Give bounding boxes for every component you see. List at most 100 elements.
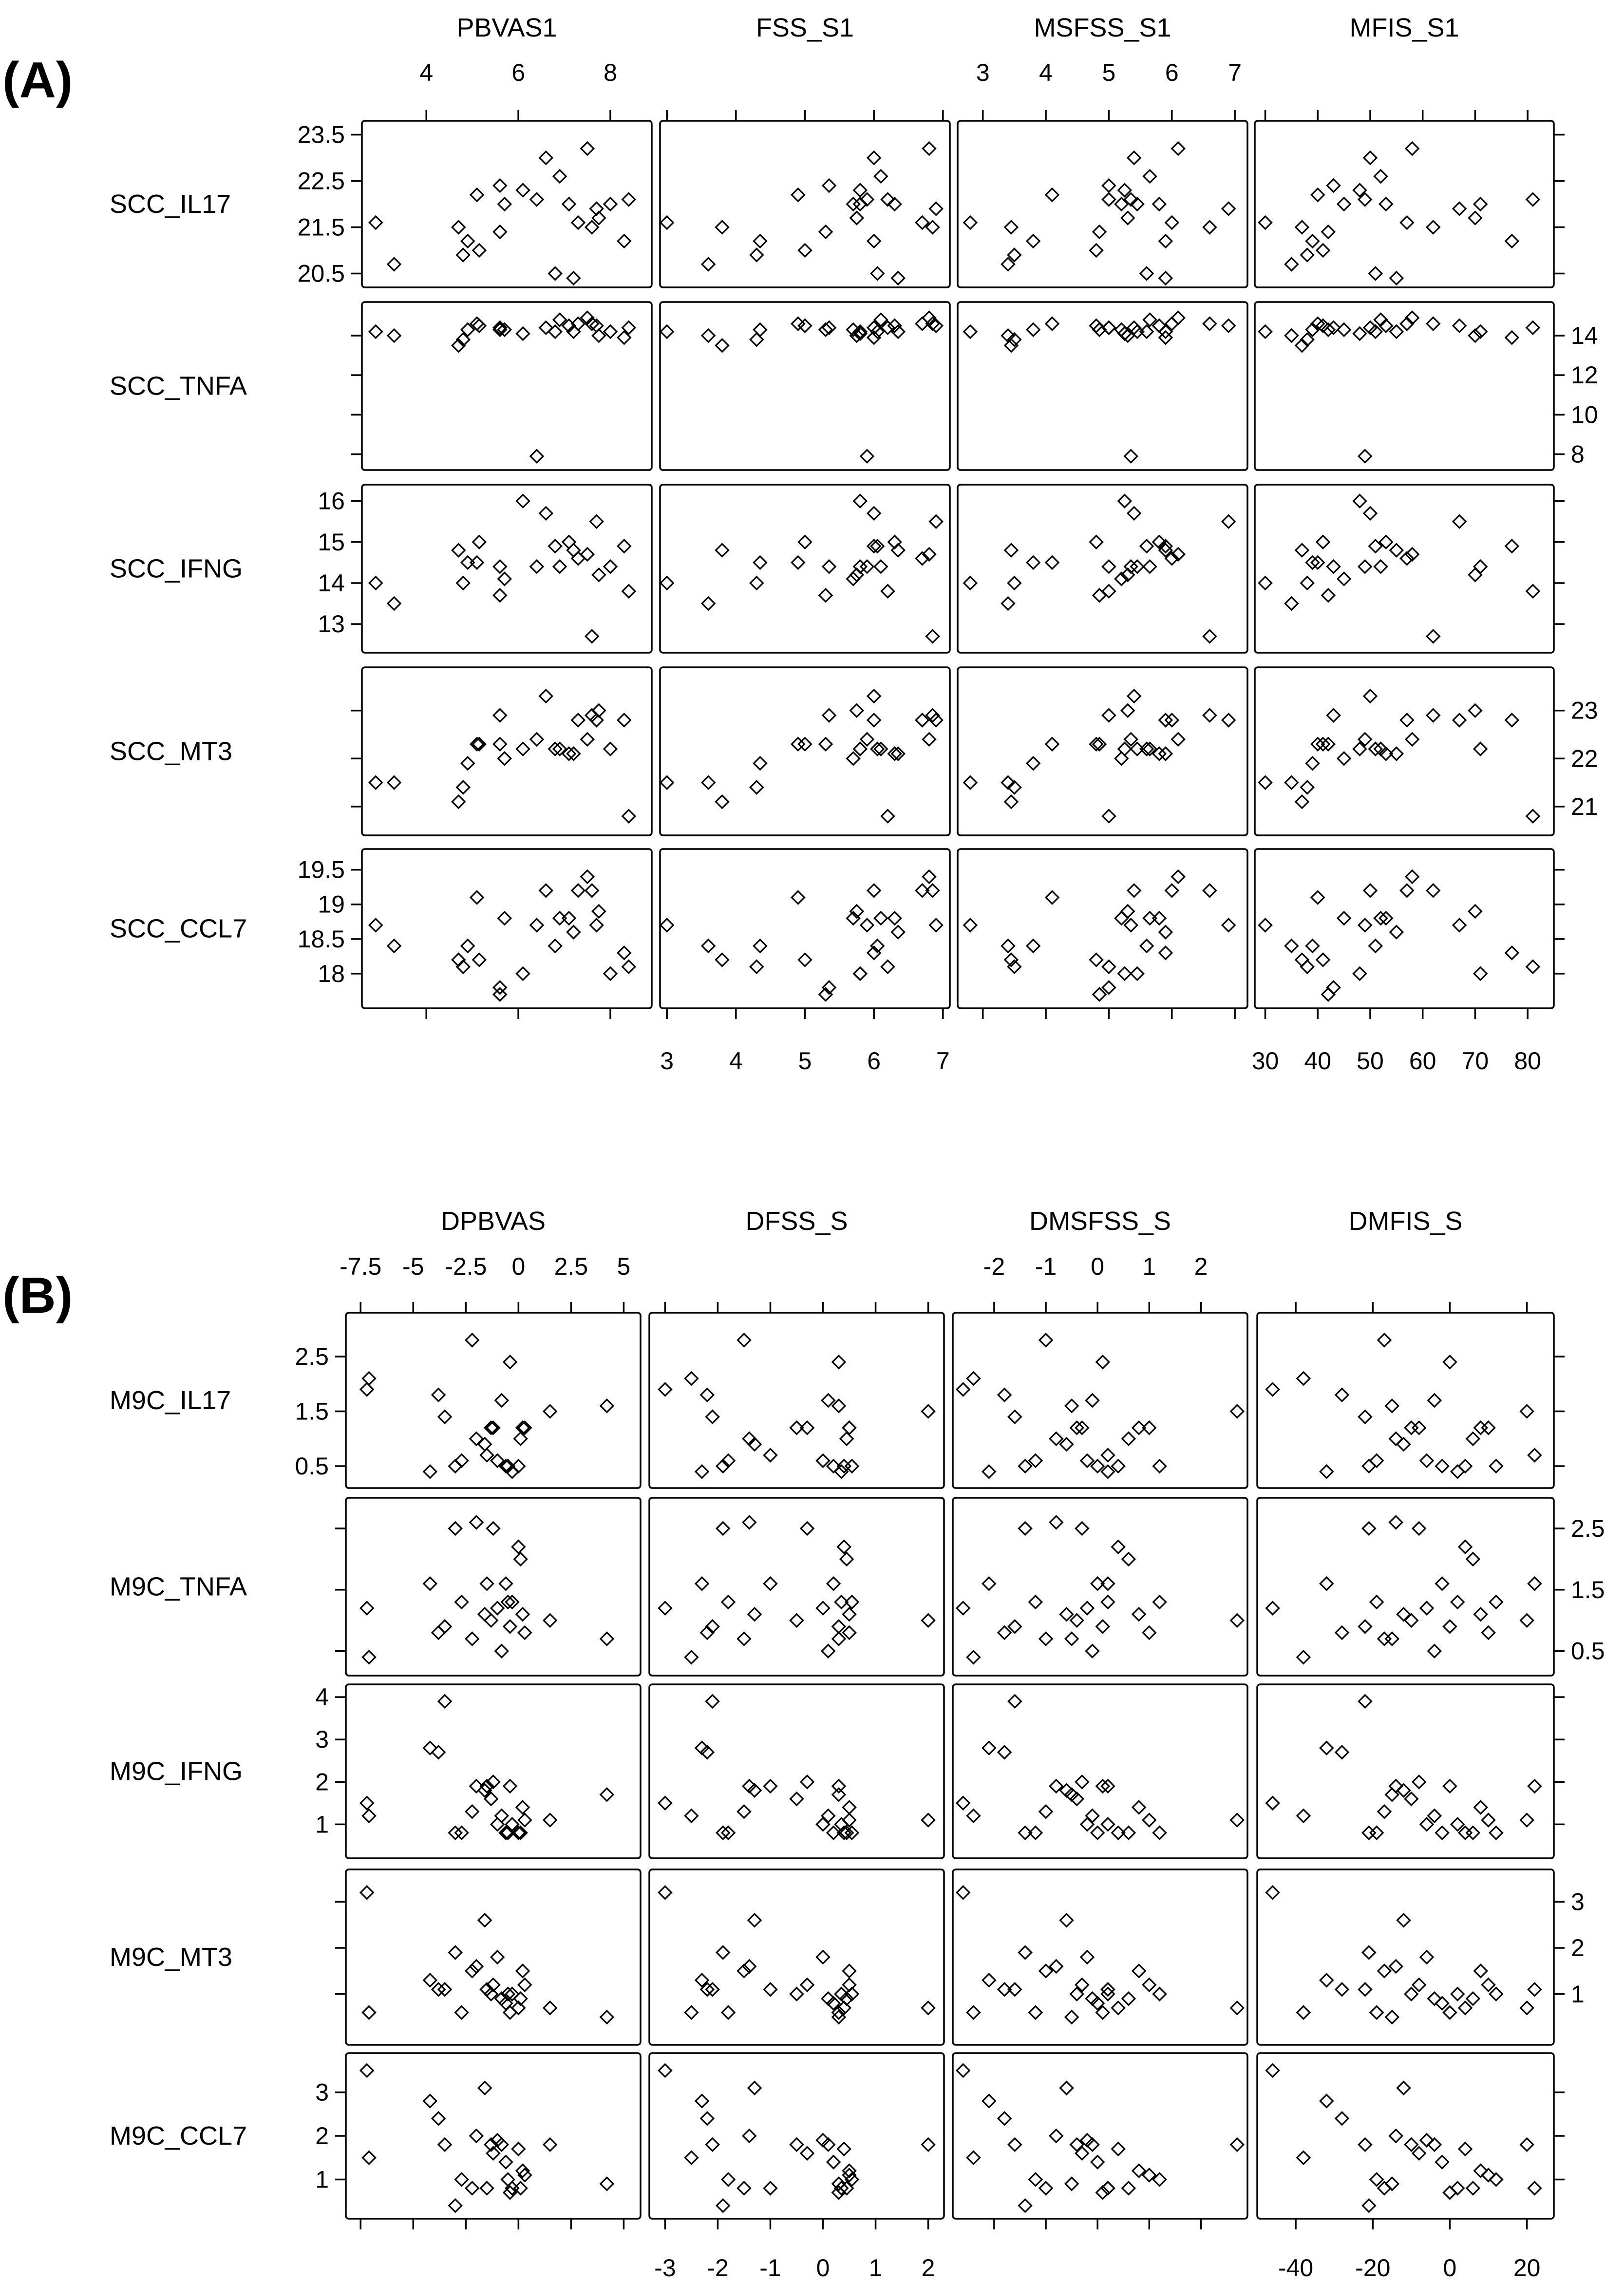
data-point	[1095, 2005, 1111, 2020]
data-point	[1003, 543, 1019, 558]
data-point	[963, 575, 978, 591]
data-point	[791, 316, 806, 331]
data-point	[1358, 1694, 1373, 1709]
data-point	[821, 1393, 836, 1408]
data-point	[589, 201, 604, 216]
data-point	[359, 1795, 375, 1811]
data-point	[1100, 1986, 1115, 2002]
data-point	[1425, 708, 1441, 723]
x-tick-label: 3	[976, 59, 990, 86]
data-point	[621, 809, 637, 824]
data-point	[494, 1643, 510, 1659]
data-point	[1123, 192, 1138, 207]
data-point	[1152, 910, 1167, 926]
data-point	[1049, 1431, 1064, 1447]
data-point	[570, 215, 586, 230]
data-point	[1038, 1631, 1054, 1646]
data-point	[842, 1625, 857, 1641]
x-tick-label: 4	[729, 1047, 743, 1075]
data-point	[844, 1458, 860, 1474]
y-tick-label: 1	[315, 2166, 329, 2193]
data-point	[1404, 2137, 1419, 2152]
data-point	[1377, 2181, 1392, 2196]
data-point	[844, 1825, 860, 1841]
data-point	[1305, 322, 1320, 338]
scatter-cell-m9c_ifng-vs-dpbvas	[345, 1683, 642, 1859]
data-point	[1064, 2009, 1079, 2025]
scatter-cell-m9c_ccl7-vs-dmfis_s	[1256, 2052, 1555, 2220]
data-point	[1085, 2137, 1100, 2152]
data-point	[1025, 233, 1041, 249]
data-point	[492, 980, 508, 995]
data-point	[1028, 1453, 1043, 1469]
data-point	[515, 1420, 530, 1435]
data-point	[1465, 1825, 1481, 1841]
data-point	[1427, 1991, 1442, 2006]
data-point	[437, 1694, 453, 1709]
data-point	[1352, 966, 1367, 981]
scatter-cell-scc_tnfa-vs-fss_s1	[659, 301, 951, 471]
data-point	[1525, 959, 1541, 974]
data-point	[1121, 1551, 1136, 1567]
data-point	[1296, 2150, 1311, 2165]
data-point	[1468, 703, 1483, 718]
data-point	[1468, 567, 1483, 583]
data-point	[1171, 141, 1186, 156]
data-point	[1221, 713, 1236, 728]
data-point	[1090, 1576, 1105, 1591]
data-point	[1079, 1453, 1095, 1469]
data-point	[460, 755, 475, 771]
data-point	[1229, 2000, 1245, 2016]
data-point	[1007, 1619, 1022, 1634]
data-point	[1305, 755, 1320, 771]
data-point	[548, 938, 563, 954]
data-point	[869, 538, 885, 554]
data-point	[700, 775, 716, 790]
data-point	[566, 746, 581, 761]
data-point	[599, 2009, 615, 2025]
data-point	[1221, 318, 1236, 333]
data-point	[997, 1745, 1012, 1760]
data-point	[928, 918, 944, 933]
data-point	[513, 1551, 528, 1567]
data-point	[880, 192, 895, 207]
scatter-cell-scc_il17-vs-pbvas1	[361, 120, 653, 288]
scatter-cell-scc_mt3-vs-mfis_s1	[1254, 666, 1555, 836]
data-point	[589, 918, 604, 933]
data-point	[1389, 746, 1404, 761]
data-point	[1131, 2163, 1147, 2178]
data-point	[842, 1812, 857, 1828]
scatter-cell-m9c_mt3-vs-dfss_s	[648, 1868, 945, 2046]
column-title: MFIS_S1	[1349, 13, 1459, 42]
data-point	[589, 713, 604, 728]
data-point	[515, 1963, 530, 1979]
y-tick-label: 22	[1571, 745, 1598, 772]
data-point	[720, 1594, 736, 1610]
data-point	[1114, 196, 1129, 212]
data-point	[1377, 1963, 1392, 1979]
data-point	[1452, 713, 1467, 728]
data-point	[1003, 794, 1019, 810]
y-tick-label: 18	[318, 960, 345, 987]
data-point	[368, 575, 383, 591]
scatter-cell-m9c_mt3-vs-dmfis_s	[1256, 1868, 1555, 2046]
column-title: DPBVAS	[441, 1207, 546, 1236]
data-point	[1481, 1812, 1496, 1828]
data-point	[1092, 224, 1107, 240]
data-point	[599, 1631, 615, 1646]
data-point	[1336, 196, 1352, 212]
x-tick-label: 1	[1142, 1253, 1156, 1280]
data-point	[1300, 959, 1315, 974]
x-tick-label: 0	[511, 1253, 525, 1280]
data-point	[966, 1649, 981, 1665]
data-point	[603, 966, 618, 981]
data-point	[1101, 980, 1116, 995]
data-point	[483, 1420, 499, 1435]
data-point	[386, 938, 402, 954]
cell-frame	[345, 1312, 642, 1489]
data-point	[1411, 1521, 1427, 1536]
data-point	[818, 224, 833, 240]
data-point	[621, 192, 637, 207]
data-point	[538, 688, 554, 704]
cell-frame	[345, 1868, 642, 2046]
